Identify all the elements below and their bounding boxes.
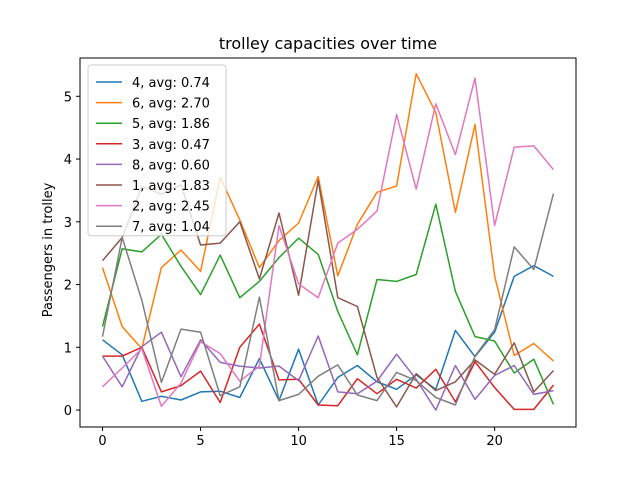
legend-label-2: 5, avg: 1.86 <box>132 117 210 132</box>
series-line-4 <box>101 331 554 411</box>
chart-title: trolley capacities over time <box>219 34 437 53</box>
x-tick-label: 20 <box>486 434 503 449</box>
series-line-2 <box>101 203 555 405</box>
y-tick-label: 2 <box>64 279 72 294</box>
legend-label-0: 4, avg: 0.74 <box>132 76 210 91</box>
legend-label-6: 2, avg: 2.45 <box>132 200 210 215</box>
y-tick-label: 1 <box>64 341 72 356</box>
x-tick-label: 15 <box>388 434 405 449</box>
legend-box <box>87 64 227 237</box>
legend-label-1: 6, avg: 2.70 <box>132 97 210 112</box>
series-line-7 <box>101 193 555 406</box>
series-line-6 <box>101 77 555 408</box>
axis-ticks: 0 5 10 15 20 0 1 2 3 4 5 <box>64 90 503 449</box>
series-line-1 <box>101 72 554 362</box>
x-tick-label: 10 <box>290 434 307 449</box>
y-tick-label: 0 <box>64 404 72 419</box>
legend-label-5: 1, avg: 1.83 <box>132 179 210 194</box>
y-tick-label: 4 <box>64 153 72 168</box>
legend-label-3: 3, avg: 0.47 <box>132 138 210 153</box>
y-axis-label: Passengers in trolley <box>41 182 56 317</box>
series-lines <box>101 72 555 411</box>
x-tick-label: 5 <box>196 434 204 449</box>
plot-frame <box>79 57 577 428</box>
legend-label-7: 7, avg: 1.04 <box>132 220 210 235</box>
y-tick-label: 3 <box>64 216 72 231</box>
legend: 4, avg: 0.74 6, avg: 2.70 5, avg: 1.86 3, a… <box>87 64 227 237</box>
legend-label-4: 8, avg: 0.60 <box>132 158 210 173</box>
y-tick-label: 5 <box>64 90 72 105</box>
x-tick-label: 0 <box>98 434 106 449</box>
